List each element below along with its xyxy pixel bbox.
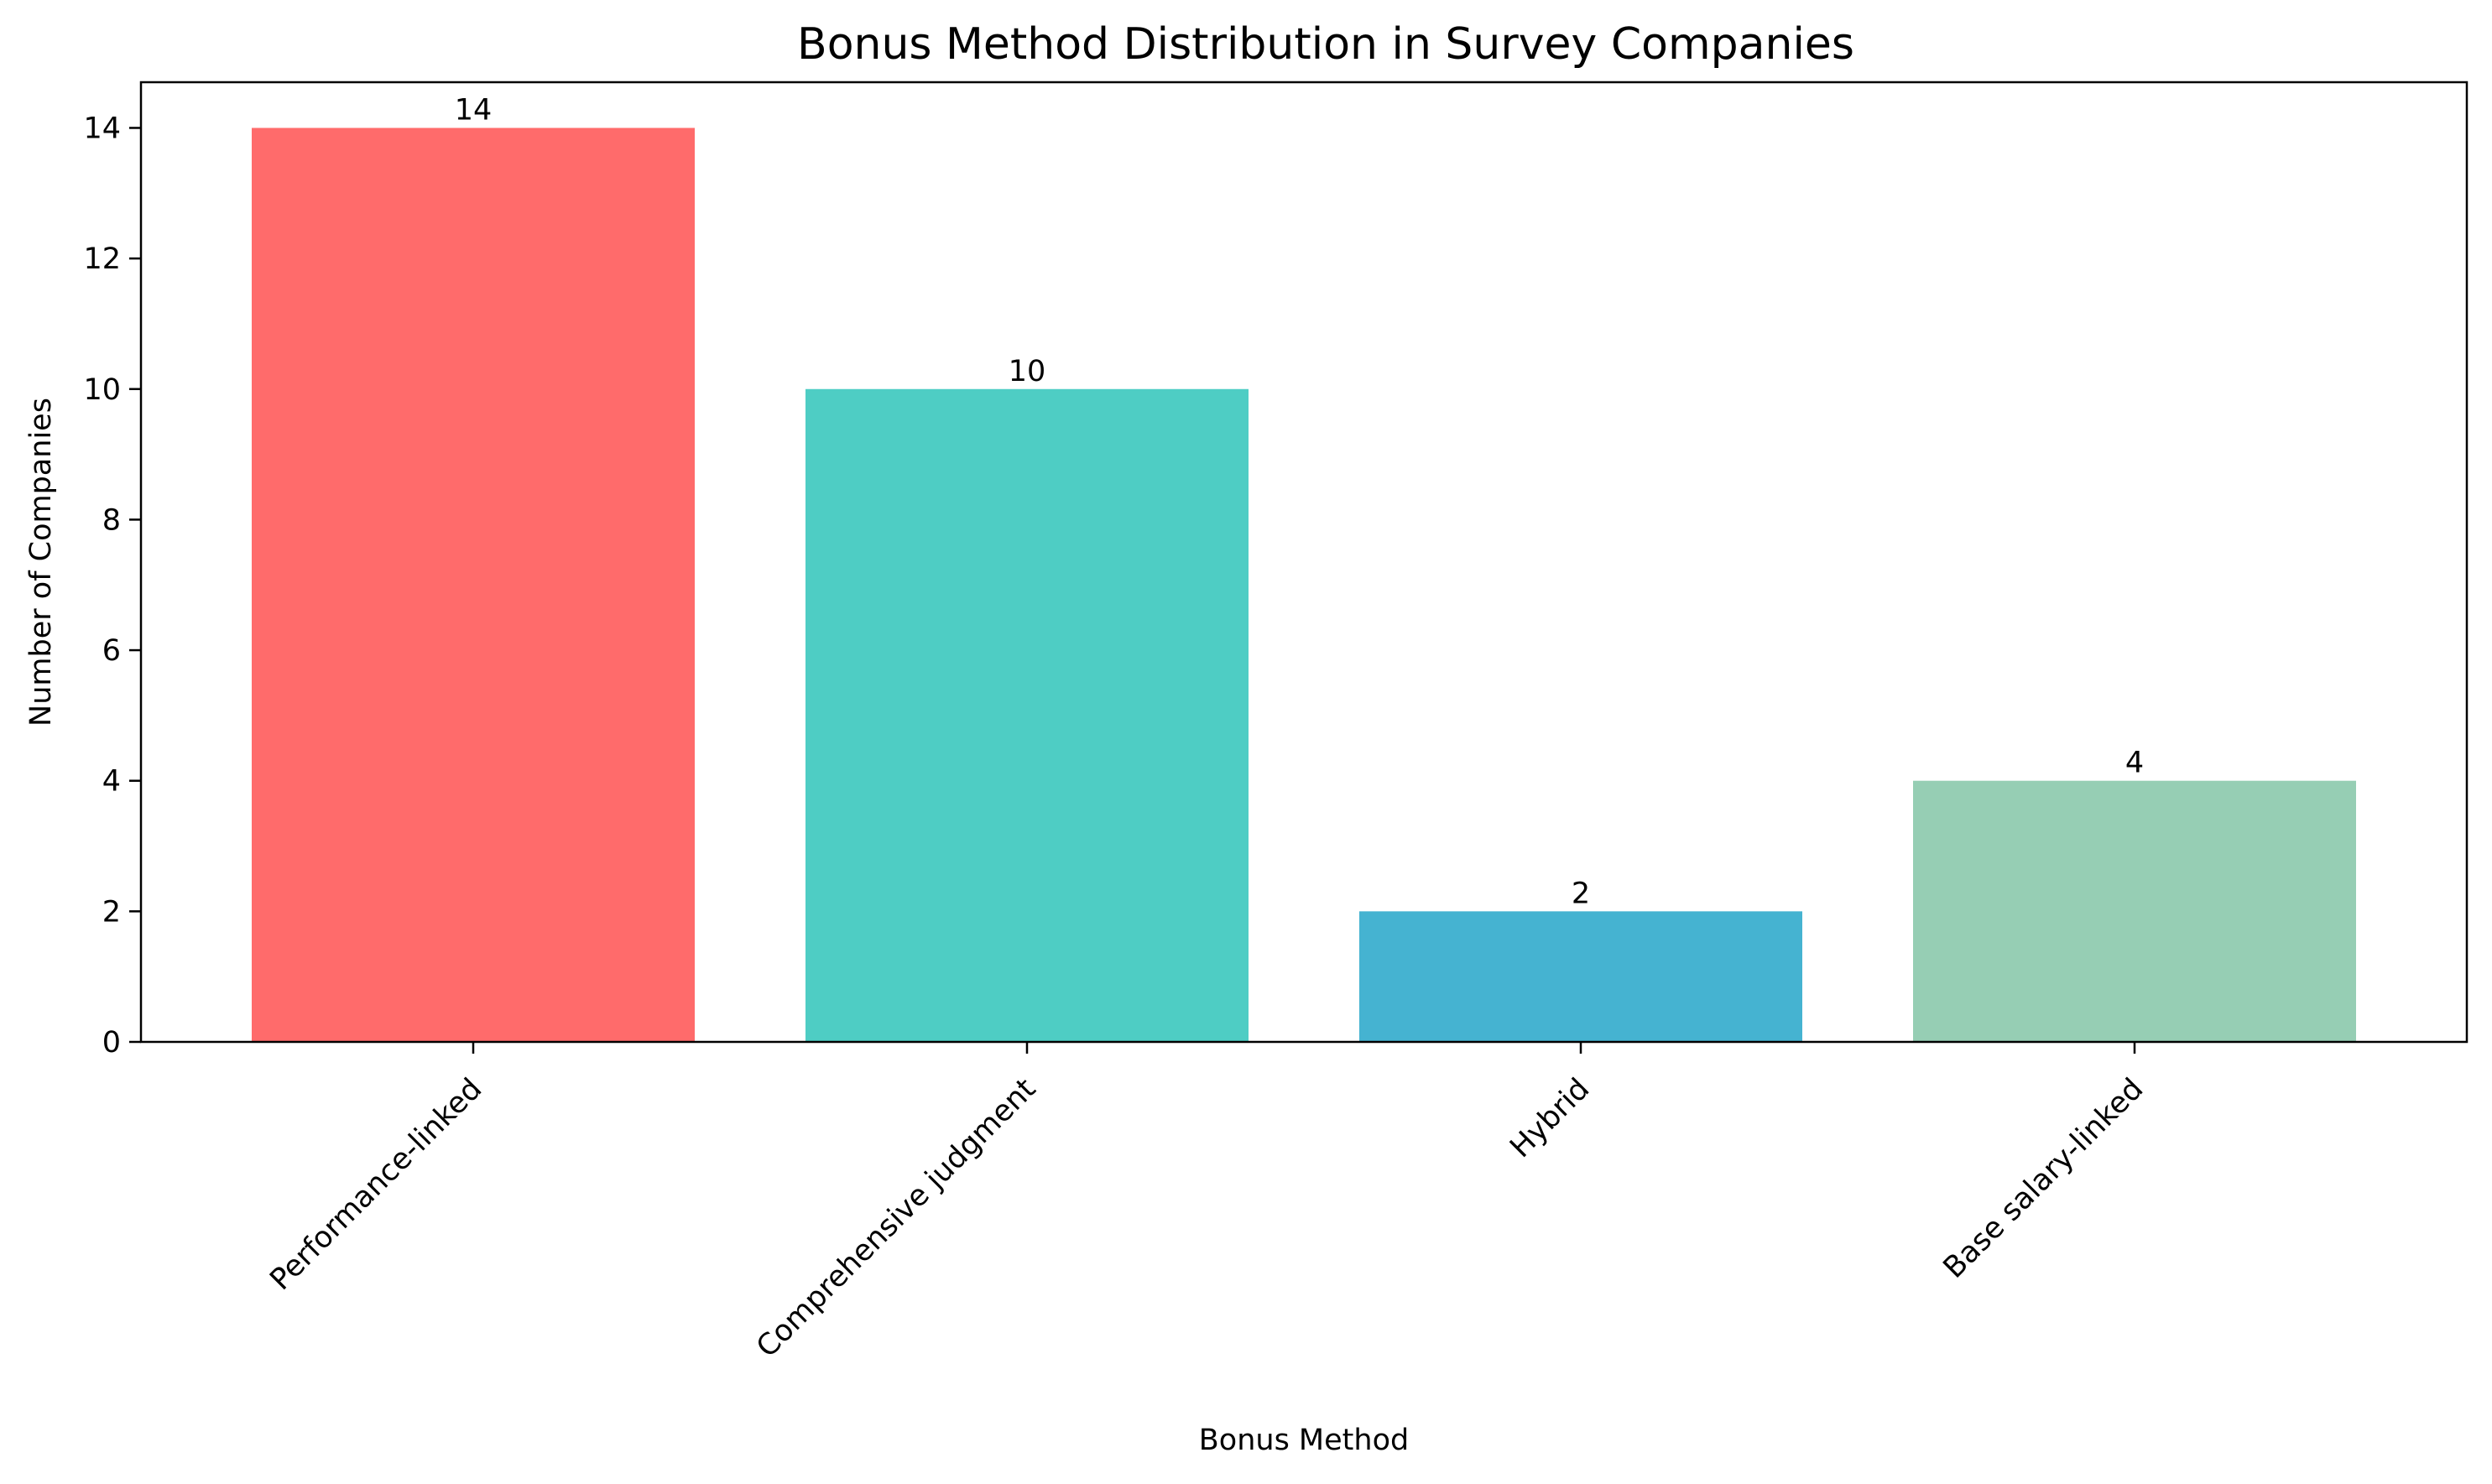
y-axis-label: Number of Companies <box>24 398 58 726</box>
bar-1 <box>252 128 695 1042</box>
bar-group <box>252 128 2356 1043</box>
bar-2 <box>805 388 1249 1043</box>
data-label-group: 14 10 2 4 <box>455 93 2144 910</box>
y-tick-label-6: 6 <box>102 634 121 668</box>
y-tick-label-8: 8 <box>102 503 121 537</box>
data-label-3: 2 <box>1572 877 1590 910</box>
y-tick-label-2: 2 <box>102 895 121 929</box>
y-tick-label-14: 14 <box>83 112 121 145</box>
y-tick-label-0: 0 <box>102 1026 121 1060</box>
y-tick-label-10: 10 <box>83 373 121 407</box>
bar-4 <box>1913 780 2356 1042</box>
chart-title: Bonus Method Distribution in Survey Comp… <box>797 19 1854 70</box>
plot-frame <box>139 81 2469 1044</box>
y-tick-label-4: 4 <box>102 765 121 799</box>
data-label-4: 4 <box>2125 747 2144 780</box>
data-label-1: 14 <box>455 93 493 127</box>
y-tick-label-12: 12 <box>83 242 121 276</box>
bar-3 <box>1359 911 1802 1042</box>
y-axis: 0 2 4 6 8 10 12 14 <box>83 112 141 1060</box>
data-label-2: 10 <box>1009 355 1046 388</box>
x-axis-label: Bonus Method <box>1199 1424 1409 1457</box>
